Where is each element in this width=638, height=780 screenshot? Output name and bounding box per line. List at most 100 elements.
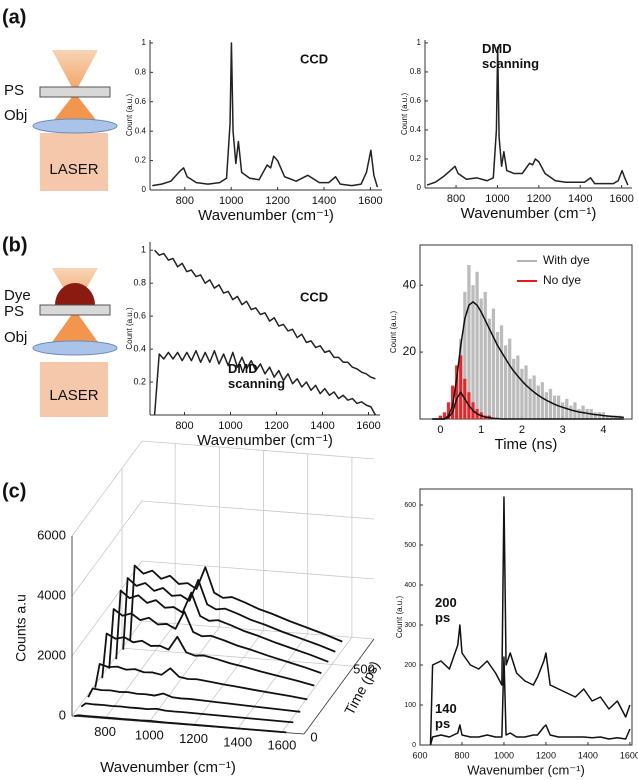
annotation: CCD xyxy=(300,289,328,304)
objective xyxy=(32,118,118,134)
y-tick-label: 0.8 xyxy=(410,67,422,76)
x-tick-label: 1200 xyxy=(527,193,551,205)
y-tick-label: 4000 xyxy=(37,587,66,602)
histogram-bar xyxy=(528,378,532,419)
y-tick-label: 100 xyxy=(404,702,416,709)
x-tick-label: 1400 xyxy=(568,193,592,205)
ps-slab xyxy=(39,304,111,316)
y-tick-label: 0.2 xyxy=(410,154,422,163)
legend-label: No dye xyxy=(543,273,581,287)
histogram-bar xyxy=(483,291,487,419)
x-axis-label: Time (ns) xyxy=(495,436,558,453)
x-tick-label: 800 xyxy=(175,420,193,432)
x-tick-label: 1200 xyxy=(264,420,288,432)
y-tick-label: 0.2 xyxy=(133,376,146,386)
histogram-bar xyxy=(471,285,475,419)
grid-line xyxy=(121,647,355,667)
y-tick-label: 400 xyxy=(404,582,416,589)
spectrum-line xyxy=(87,687,301,713)
x-tick-label: 1600 xyxy=(620,750,638,760)
y-tick-label: 0.2 xyxy=(135,156,147,165)
x-tick-label: 800 xyxy=(454,750,469,760)
histogram-bar xyxy=(516,355,520,419)
histogram-bar xyxy=(561,402,565,419)
x-tick-label: 1400 xyxy=(310,420,334,432)
histogram-bar xyxy=(495,332,500,419)
x-tick-label: 1000 xyxy=(219,195,243,207)
y-axis-label: Counts a.u xyxy=(13,594,29,662)
y-axis-label: Count (a.u.) xyxy=(389,311,398,354)
y-tick-label: 0.4 xyxy=(133,343,146,353)
histogram-bar xyxy=(552,395,557,419)
dye-drop xyxy=(55,283,95,305)
y-tick-label: 300 xyxy=(404,622,416,629)
x-tick-label: 1200 xyxy=(265,195,289,207)
data-line xyxy=(152,42,379,188)
grid-line xyxy=(71,440,143,537)
histogram-bar xyxy=(491,308,496,419)
spectrum-line xyxy=(94,663,308,701)
x-tick-label: 600 xyxy=(412,750,427,760)
y-tick-label: 6000 xyxy=(37,527,66,542)
histogram-bar xyxy=(605,415,610,419)
histogram-bar xyxy=(455,365,459,419)
x-tick-label: 1600 xyxy=(358,195,382,207)
data-line xyxy=(153,349,377,416)
histogram-bar xyxy=(593,412,597,419)
panel-label: (b) xyxy=(2,234,28,256)
schematic-b: Dye PS Obj LASER xyxy=(4,268,118,417)
x-axis-label: Wavenumber (cm⁻¹) xyxy=(197,432,333,449)
grid-line xyxy=(141,620,375,640)
legend-label: With dye xyxy=(543,253,590,267)
y-axis-label: Count (a.u.) xyxy=(400,93,409,136)
spectrum-line xyxy=(122,577,336,653)
beam xyxy=(50,310,100,345)
histogram-bar xyxy=(520,368,524,419)
histogram-bar xyxy=(540,382,544,419)
schematic-label: LASER xyxy=(49,161,98,178)
z-tick-label: 500 xyxy=(353,662,375,677)
x-tick-label: 0 xyxy=(437,424,443,436)
spectrum-line xyxy=(115,589,329,663)
x-tick-label: 1200 xyxy=(536,750,556,760)
histogram-bar xyxy=(459,355,463,419)
x-tick-label: 1600 xyxy=(609,193,633,205)
x-tick-label: 1600 xyxy=(356,420,380,432)
spectrum-line xyxy=(101,632,315,687)
annotation: CCD xyxy=(300,51,328,66)
z-tick-label: 0 xyxy=(310,729,317,744)
y-tick-label: 0 xyxy=(412,742,416,749)
y-tick-label: 0.8 xyxy=(133,278,146,288)
schematic-label: Obj xyxy=(4,329,27,346)
x-tick-label: 1 xyxy=(478,424,484,436)
ps-slab xyxy=(39,86,111,98)
x-tick-label: 1600 xyxy=(267,738,296,753)
data-line xyxy=(429,656,631,746)
x-tick-label: 1000 xyxy=(218,420,242,432)
schematic-a: PS Obj LASER xyxy=(4,50,118,191)
x-tick-label: 800 xyxy=(94,724,116,739)
z-axis xyxy=(303,638,375,735)
objective xyxy=(32,340,118,356)
histogram-bar xyxy=(442,412,447,419)
y-tick-label: 0.4 xyxy=(135,126,147,135)
y-tick-label: 0 xyxy=(142,185,147,194)
y-tick-label: 500 xyxy=(404,542,416,549)
spectrum-line xyxy=(80,702,294,724)
spectrum-line xyxy=(74,714,287,734)
y-axis-label: Count (a.u.) xyxy=(125,307,134,350)
grid-line xyxy=(141,500,375,520)
histogram-bar xyxy=(532,375,536,419)
y-tick-label: 0.6 xyxy=(133,311,146,321)
y-tick-label: 0 xyxy=(417,183,422,192)
grid-line xyxy=(193,630,264,726)
annotation: DMD scanning xyxy=(482,41,539,71)
grid-line xyxy=(141,440,375,460)
histogram-bar xyxy=(438,415,443,419)
x-tick-label: 1000 xyxy=(135,727,164,742)
x-axis-label: Wavenumber (cm⁻¹) xyxy=(100,759,236,776)
beam xyxy=(50,93,100,125)
laser-box xyxy=(40,133,108,191)
histogram-bar xyxy=(503,345,508,419)
